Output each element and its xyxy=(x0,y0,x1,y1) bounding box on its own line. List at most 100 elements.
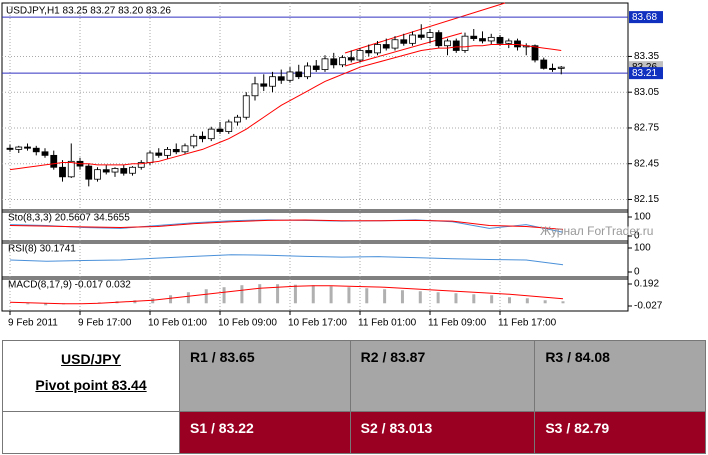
candle-body xyxy=(417,34,425,38)
trend-line xyxy=(344,32,463,67)
candle-body xyxy=(347,57,355,61)
y-tick-label: 0 xyxy=(634,231,640,242)
resistance: R1 / 83.65 xyxy=(179,340,351,412)
candle-body xyxy=(181,145,189,153)
y-tick-label: 83.35 xyxy=(634,51,659,62)
x-tick-label: 11 Feb 01:00 xyxy=(358,318,417,329)
candle-body xyxy=(356,50,364,61)
price-label: 83.68 xyxy=(632,12,657,23)
candle-body xyxy=(496,36,504,44)
candle-body xyxy=(470,35,478,39)
x-tick-label: 9 Feb 17:00 xyxy=(78,318,132,329)
indicator-label: Sto(8,3,3) 20.5607 34.5655 xyxy=(8,213,130,224)
y-tick-label: -0.027 xyxy=(634,301,663,312)
pivot: Pivot point 83.44 xyxy=(35,377,147,393)
candle-body xyxy=(479,38,486,42)
y-tick-label: 100 xyxy=(634,243,651,254)
watermark: Журнал ForTrader.ru xyxy=(540,224,653,238)
candle-body xyxy=(242,95,250,118)
y-tick-label: 83.05 xyxy=(634,87,659,98)
candle-body xyxy=(365,50,373,54)
candle-body xyxy=(304,65,311,78)
indicator-line xyxy=(9,254,564,266)
x-tick-label: 11 Feb 17:00 xyxy=(498,318,557,329)
candle-body xyxy=(24,146,31,149)
candle-body xyxy=(146,152,154,163)
candle-body xyxy=(557,66,565,69)
candle-body xyxy=(15,146,23,150)
moving-average xyxy=(9,44,562,171)
x-tick-label: 10 Feb 01:00 xyxy=(148,318,207,329)
y-tick-label: 82.15 xyxy=(634,194,659,205)
price-label: 83.21 xyxy=(632,68,657,79)
y-tick-label: 82.75 xyxy=(634,123,659,134)
price-box xyxy=(629,11,663,24)
support: S3 / 82.79 xyxy=(534,411,706,454)
candle-body xyxy=(137,162,145,168)
indicator-line xyxy=(9,285,564,305)
x-tick-label: 9 Feb 2011 xyxy=(8,318,58,329)
candle-body xyxy=(435,32,443,47)
candle-body xyxy=(295,71,303,78)
candle-body xyxy=(225,121,233,132)
candle-body xyxy=(505,40,513,44)
candle-body xyxy=(339,57,346,66)
candle-body xyxy=(234,116,241,123)
empty-cell xyxy=(2,411,180,454)
candle-body xyxy=(531,45,539,61)
candle-body xyxy=(549,67,556,70)
candle-body xyxy=(190,135,198,147)
candle-body xyxy=(164,149,171,156)
candle-body xyxy=(67,160,75,178)
candle-body xyxy=(444,40,451,47)
candle-body xyxy=(409,34,416,44)
x-tick-label: 10 Feb 09:00 xyxy=(218,318,277,329)
y-tick-label: 0 xyxy=(634,267,640,278)
candle-body xyxy=(452,40,460,51)
candle-body xyxy=(120,168,128,174)
candle-body xyxy=(286,71,294,81)
indicator-line xyxy=(9,219,564,230)
resistance: R2 / 83.87 xyxy=(349,340,536,412)
candle-body xyxy=(487,36,495,42)
candle-body xyxy=(540,59,548,69)
candle-body xyxy=(6,147,14,150)
pair: USD/JPY xyxy=(61,351,121,367)
candle-body xyxy=(251,83,259,97)
candle-body xyxy=(85,165,93,180)
candle-body xyxy=(32,147,40,153)
x-tick-label: 11 Feb 09:00 xyxy=(428,318,487,329)
candle-body xyxy=(59,166,66,178)
pair-cell: USD/JPY Pivot point 83.44 xyxy=(2,340,180,412)
candle-body xyxy=(461,35,469,51)
chart-title: USDJPY,H1 83.25 83.27 83.20 83.26 xyxy=(6,6,171,17)
candle-body xyxy=(94,169,101,180)
y-tick-label: 0.192 xyxy=(634,279,659,290)
support: S2 / 83.013 xyxy=(349,411,536,454)
x-tick-label: 10 Feb 17:00 xyxy=(288,318,347,329)
candle-body xyxy=(312,65,320,70)
candle-body xyxy=(382,44,390,49)
candle-body xyxy=(391,39,399,49)
candle-body xyxy=(111,168,119,173)
candle-body xyxy=(260,83,268,87)
indicator-label: RSI(8) 30.1741 xyxy=(8,244,76,255)
candle-body xyxy=(50,154,58,168)
candle-body xyxy=(207,128,215,140)
pivot-table: USD/JPY Pivot point 83.44 R1 / 83.65 R2 … xyxy=(2,340,706,454)
candle-body xyxy=(374,44,381,54)
candle-body xyxy=(216,128,224,132)
chart: 82.15 82.45 82.75 83.05 83.35 9 Feb 2011 9 Feb… xyxy=(1,2,663,329)
candle-body xyxy=(155,152,163,156)
candle-body xyxy=(172,149,180,153)
y-tick-label: 100 xyxy=(634,212,651,223)
candle-body xyxy=(330,58,338,66)
candle-body xyxy=(321,58,329,70)
price-box xyxy=(629,67,663,80)
trend-line xyxy=(344,2,506,54)
candle-body xyxy=(426,32,434,38)
candle-body xyxy=(41,151,49,156)
support: S1 / 83.22 xyxy=(179,411,351,454)
y-tick-label: 82.45 xyxy=(634,158,659,169)
